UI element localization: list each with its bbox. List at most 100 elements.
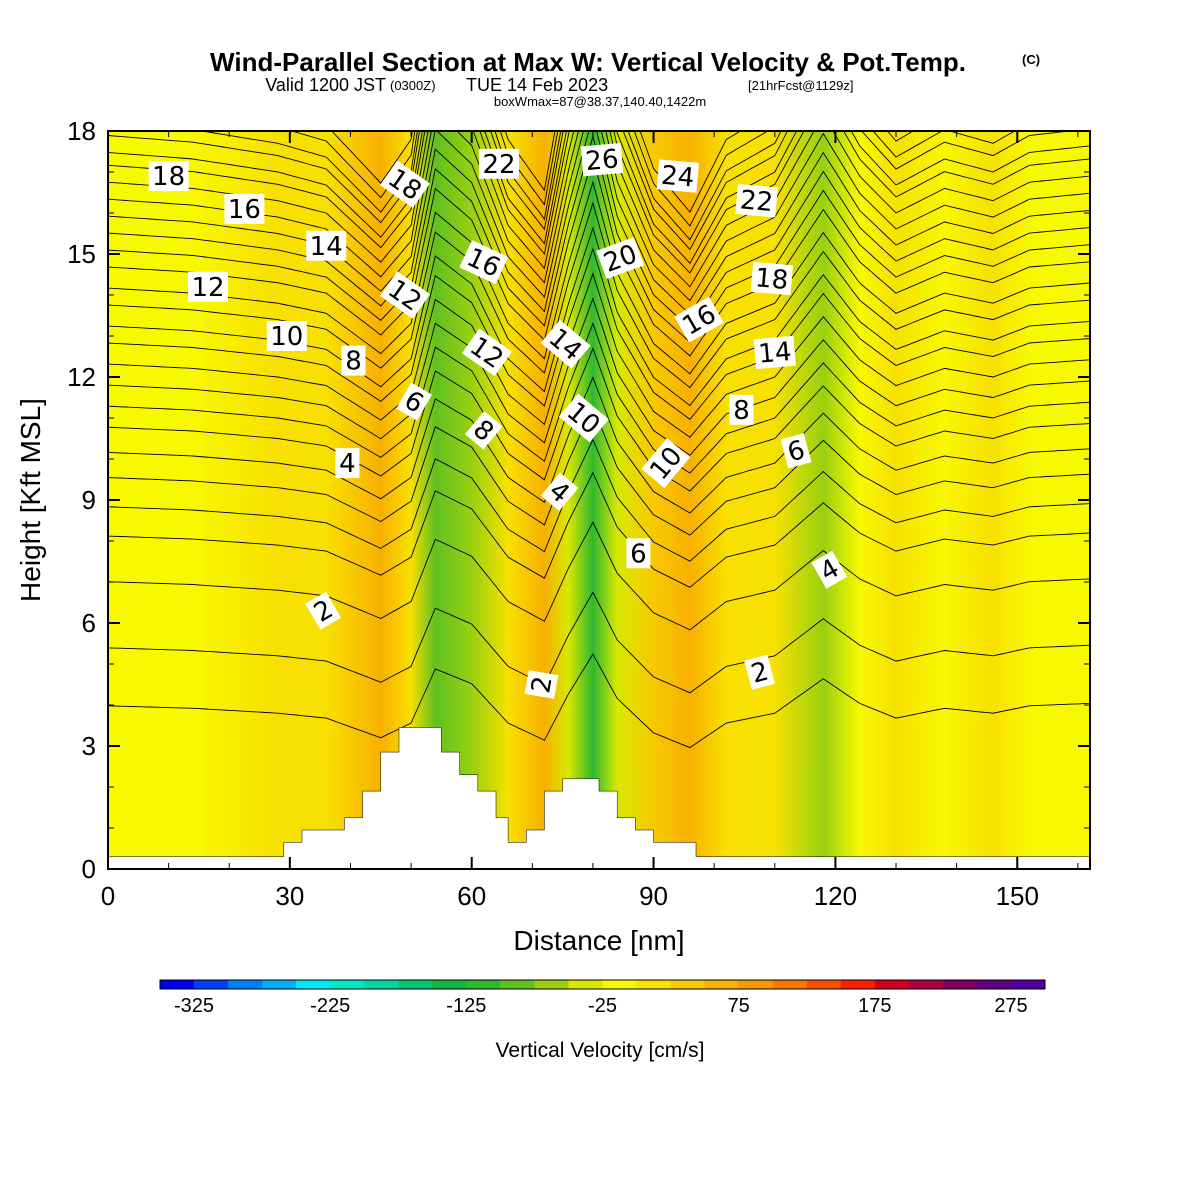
colorbar-swatch	[738, 980, 774, 989]
colorbar-tick-label: 275	[994, 995, 1027, 1017]
x-tick-label: 150	[996, 881, 1039, 911]
velocity-field	[108, 131, 1090, 869]
contour-label: 14	[306, 230, 347, 262]
contour-label-text: 12	[191, 273, 224, 303]
theta-contour-line	[108, 201, 1090, 389]
contour-label: 8	[729, 394, 754, 426]
theta-contour-line	[108, 131, 1090, 302]
colorbar-swatch	[976, 980, 1012, 989]
theta-contour-line	[199, 131, 1016, 241]
contour-label-box	[305, 591, 342, 630]
theta-contour-line	[108, 131, 1090, 288]
contour-label-box	[188, 271, 228, 302]
contour-label: 2	[744, 654, 776, 690]
theta-contours	[108, 131, 1090, 749]
y-axis-label: Height [Kft MSL]	[15, 398, 46, 602]
contour-label-box	[580, 143, 624, 177]
x-tick-label: 0	[101, 881, 115, 911]
contour-label-box	[780, 433, 812, 469]
contour-label-box	[540, 472, 579, 512]
y-tick-label: 0	[82, 854, 96, 884]
contour-label-text: 14	[310, 232, 343, 262]
theta-contour-line	[108, 155, 1090, 357]
contour-label-box	[753, 335, 797, 370]
contour-label-box	[811, 550, 848, 589]
colorbar-swatch	[160, 980, 195, 989]
colorbar-swatch	[500, 980, 535, 989]
colorbar-swatch	[942, 980, 978, 989]
theta-contour-line	[108, 131, 1090, 329]
colorbar-swatch	[262, 980, 297, 989]
contour-label-box	[341, 345, 366, 376]
colorbar	[159, 979, 1046, 990]
x-axis-ticks: 0 30 60 90 120 150	[101, 131, 1079, 911]
colorbar-swatch	[466, 980, 501, 989]
contour-label: 8	[341, 345, 366, 377]
colorbar-frame	[159, 979, 1046, 990]
colorbar-swatch	[194, 980, 229, 989]
contour-label: 6	[626, 538, 651, 569]
x-tick-label: 90	[639, 881, 668, 911]
colorbar-swatch	[398, 980, 433, 989]
contour-label-box	[729, 394, 754, 425]
contour-label-text: 26	[584, 144, 620, 177]
colorbar-label: Vertical Velocity [cm/s]	[496, 1039, 705, 1062]
theta-contour-line	[108, 131, 1090, 316]
contour-label-text: 2	[526, 674, 558, 696]
colorbar-tick-label: 75	[728, 995, 750, 1017]
contour-label-box	[540, 319, 591, 369]
colorbar-swatch	[432, 980, 467, 989]
contour-label-box	[750, 261, 794, 296]
colorbar-swatch	[670, 980, 706, 989]
y-axis-ticks: 0 3 6 9 12 15 18	[67, 116, 1090, 884]
contour-label-box	[656, 159, 700, 193]
contour-label: 2	[305, 591, 342, 630]
contour-label-box	[674, 296, 724, 343]
theta-contour-line	[108, 376, 1090, 514]
colorbar-swatch	[806, 980, 842, 989]
chart-title: Wind-Parallel Section at Max W: Vertical…	[210, 47, 966, 77]
colorbar-swatch	[602, 980, 638, 989]
valid-time-z: (0300Z)	[390, 78, 436, 93]
contour-label-text: 6	[630, 539, 647, 569]
contour-label-text: 16	[228, 195, 261, 225]
contour-label-text: 18	[754, 263, 790, 296]
contour-label: 2	[524, 670, 559, 699]
colorbar-swatch	[704, 980, 740, 989]
contour-label-box	[626, 538, 651, 569]
contour-label-box	[524, 670, 559, 699]
y-tick-label: 3	[82, 731, 96, 761]
y-tick-label: 9	[82, 485, 96, 515]
contour-label-box	[148, 161, 189, 192]
contour-label-box	[396, 382, 432, 421]
colorbar-swatch	[1010, 980, 1046, 989]
colorbar-swatch	[840, 980, 876, 989]
contour-label-text: 4	[339, 449, 356, 479]
theta-contour-line	[108, 438, 1090, 562]
theta-contour-line	[108, 591, 1090, 694]
colorbar-tick-label: 175	[858, 995, 891, 1017]
theta-contour-line	[108, 247, 1090, 421]
contour-label-box	[464, 411, 503, 450]
theta-contour-line	[108, 131, 1090, 274]
contour-label-box	[380, 271, 430, 319]
y-tick-label: 18	[67, 116, 96, 146]
forecast-info: [21hrFcst@1129z]	[748, 78, 853, 93]
contour-label: 22	[735, 184, 778, 218]
theta-contour-line	[108, 131, 1090, 265]
contour-label-box	[735, 184, 778, 218]
contour-label-box	[596, 237, 645, 280]
theta-contour-line	[108, 180, 1090, 375]
y-tick-label: 6	[82, 608, 96, 638]
contour-label-text: 2	[748, 657, 772, 690]
contour-label: 26	[580, 143, 624, 177]
contour-label: 12	[188, 271, 228, 303]
contour-label-text: 22	[739, 185, 775, 218]
contour-label-text: 22	[482, 150, 515, 180]
colorbar-swatch	[296, 980, 331, 989]
colorbar-tick-label: -225	[310, 995, 350, 1017]
contour-label-text: 8	[733, 396, 750, 426]
contour-label-text: 18	[152, 162, 185, 192]
valid-time-prefix: Valid 1200 JST	[265, 75, 386, 95]
